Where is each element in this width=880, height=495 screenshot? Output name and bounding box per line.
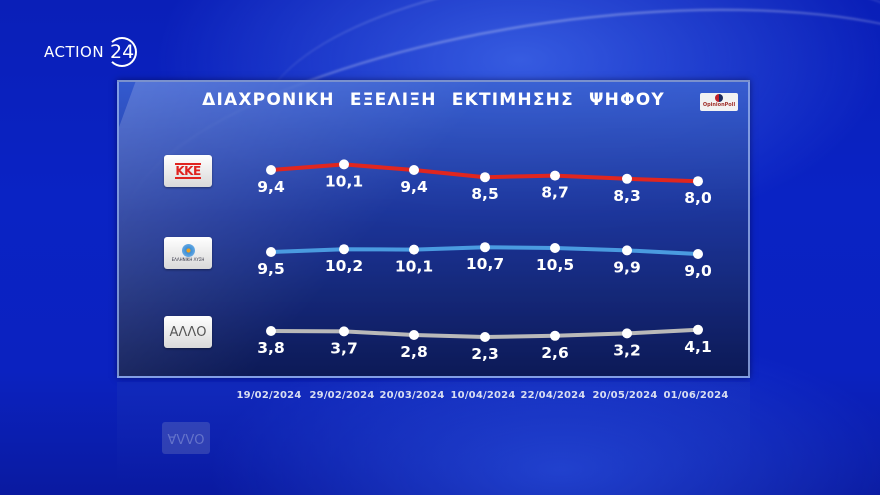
data-label: 10,7	[466, 255, 504, 273]
data-point	[693, 176, 703, 187]
data-point	[266, 326, 276, 336]
data-label: 2,3	[471, 345, 498, 363]
kke-logo: ΚΚΕ	[175, 163, 201, 179]
data-label: 10,5	[536, 256, 574, 274]
data-point	[693, 249, 703, 259]
data-label: 2,6	[541, 344, 568, 362]
line-chart: 9,4 10,1 9,4 8,5 8,7 8,3 8,0 9,5 10,2 10,1 10,7 10…	[257, 159, 712, 363]
data-point	[622, 328, 632, 339]
data-label: 9,4	[400, 178, 428, 196]
x-axis-date: 20/03/2024	[380, 390, 445, 401]
data-point	[622, 245, 632, 256]
channel-logo-word: ACTION	[44, 43, 105, 61]
channel-logo-number: 24	[107, 37, 138, 67]
data-point	[409, 165, 419, 175]
data-label: 9,5	[257, 260, 284, 278]
data-point	[266, 247, 276, 257]
data-label: 10,1	[395, 258, 433, 276]
party-badge-elliniki-lysi: ΕΛΛΗΝΙΚΗ ΛΥΣΗ	[164, 237, 212, 269]
data-label: 4,1	[684, 338, 711, 356]
data-label: 8,7	[541, 184, 568, 202]
series-allo: 3,8 3,7 2,8 2,3 2,6 3,2 4,1	[257, 324, 712, 363]
data-label: 8,3	[613, 187, 640, 205]
pollster-logo: OpinionPoll	[700, 93, 738, 111]
x-axis-date: 01/06/2024	[664, 390, 729, 401]
x-axis-date: 22/04/2024	[521, 390, 586, 401]
x-axis-date: 19/02/2024	[237, 390, 302, 401]
pollster-name: OpinionPoll	[702, 102, 736, 108]
channel-logo: ACTION 24	[44, 37, 138, 67]
data-label: 9,0	[684, 262, 712, 280]
series-elliniki-lysi: 9,5 10,2 10,1 10,7 10,5 9,9 9,0	[257, 242, 712, 280]
x-axis-date: 10/04/2024	[451, 390, 516, 401]
reflection-allo-badge: ΑΛΛΟ	[162, 422, 210, 454]
party-badge-kke: ΚΚΕ	[164, 155, 212, 187]
elliniki-lysi-label: ΕΛΛΗΝΙΚΗ ΛΥΣΗ	[171, 257, 205, 262]
data-label: 9,9	[613, 258, 640, 276]
data-label: 3,7	[330, 339, 357, 357]
x-axis-date: 20/05/2024	[593, 390, 658, 401]
data-point	[266, 165, 276, 175]
allo-label: ΑΛΛΟ	[169, 324, 207, 340]
x-axis-date: 29/02/2024	[310, 390, 375, 401]
data-point	[339, 159, 349, 170]
chart-title: ΔΙΑΧΡΟΝΙΚΗ ΕΞΕΛΙΞΗ ΕΚΤΙΜΗΣΗΣ ΨΗΦΟΥ	[202, 90, 665, 110]
data-point	[480, 332, 490, 342]
x-axis-dates: 19/02/2024 29/02/2024 20/03/2024 10/04/2024…	[0, 390, 880, 406]
data-point	[480, 242, 490, 253]
data-point	[550, 243, 560, 253]
party-badge-allo: ΑΛΛΟ	[164, 316, 212, 348]
data-label: 3,2	[613, 341, 640, 359]
data-label: 2,8	[400, 343, 427, 361]
data-label: 10,1	[325, 172, 363, 190]
data-label: 9,4	[257, 178, 285, 196]
data-point	[693, 324, 703, 335]
data-label: 10,2	[325, 257, 363, 275]
data-point	[550, 170, 560, 181]
panel-reflection	[117, 382, 750, 482]
data-label: 8,5	[471, 185, 498, 203]
data-point	[550, 330, 560, 341]
data-point	[622, 173, 632, 184]
data-point	[409, 330, 419, 340]
data-label: 3,8	[257, 339, 284, 357]
chart-panel: ΔΙΑΧΡΟΝΙΚΗ ΕΞΕΛΙΞΗ ΕΚΤΙΜΗΣΗΣ ΨΗΦΟΥ Opini…	[117, 80, 750, 378]
data-point	[480, 172, 490, 183]
pollster-logo-icon	[715, 94, 723, 102]
data-point	[339, 326, 349, 337]
series-kke: 9,4 10,1 9,4 8,5 8,7 8,3 8,0	[257, 159, 712, 207]
compass-logo-icon	[181, 244, 195, 257]
data-point	[339, 244, 349, 255]
data-label: 8,0	[684, 189, 712, 207]
data-point	[409, 244, 419, 255]
